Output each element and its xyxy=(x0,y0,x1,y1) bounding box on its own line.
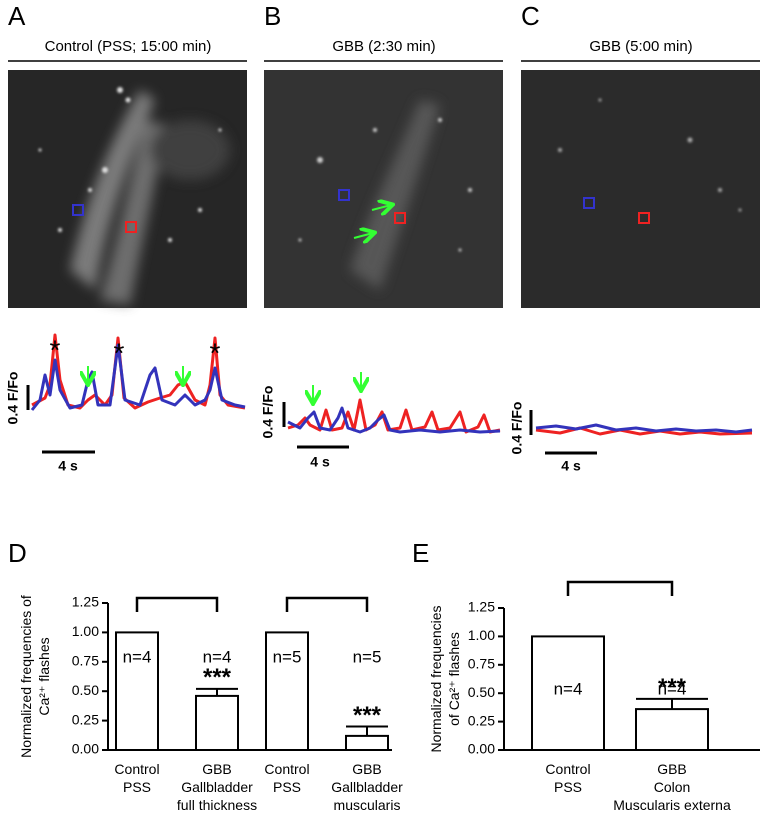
x-tick-label-line: PSS xyxy=(554,779,582,795)
bar xyxy=(635,708,709,752)
y-tick-label: 1.00 xyxy=(72,623,99,639)
y-axis-title: Normalized frequencies of Ca²⁺ flashes xyxy=(18,595,52,758)
x-tick-label-line: full thickness xyxy=(177,797,257,813)
y-tick-label: 0.75 xyxy=(72,653,99,669)
trace-group xyxy=(282,372,501,449)
x-tick-label: GBB Gallbladder full thickness xyxy=(177,761,257,813)
x-tick-label-line: Control xyxy=(264,761,309,777)
x-tick-label-line: Colon xyxy=(654,779,691,795)
y-tick-label: 1.25 xyxy=(468,599,495,615)
y-scale-label: 0.4 F/Fo xyxy=(509,402,525,455)
y-tick-label: 0.00 xyxy=(72,741,99,757)
n-label: n=4 xyxy=(203,647,232,666)
panel-title: Control (PSS; 15:00 min) xyxy=(45,38,212,55)
n-label: n=4 xyxy=(554,679,583,698)
x-tick-label-line: GBB xyxy=(657,761,687,777)
x-tick-label: Control PSS xyxy=(114,761,159,795)
significance-label: *** xyxy=(353,702,382,729)
comparison-bracket xyxy=(566,580,674,596)
bar xyxy=(531,635,605,752)
y-tick-label: 0.25 xyxy=(468,712,495,728)
y-tick-label: 0.50 xyxy=(72,682,99,698)
peak-marker: * xyxy=(114,337,125,368)
micrograph xyxy=(8,70,247,308)
y-axis-title-line: Ca²⁺ flashes xyxy=(36,637,52,715)
comparison-bracket xyxy=(135,596,219,612)
y-tick-label: 0.75 xyxy=(468,656,495,672)
peak-marker: * xyxy=(210,337,221,368)
y-tick-label: 0.50 xyxy=(468,684,495,700)
micrograph xyxy=(264,70,503,308)
panel-title: GBB (2:30 min) xyxy=(332,38,435,55)
y-tick-label: 0.00 xyxy=(468,741,495,757)
n-label: n=5 xyxy=(273,647,302,666)
y-axis-title: Normalized frequencies of Ca²⁺ flashes xyxy=(428,605,462,752)
panel-letter: A xyxy=(8,1,26,31)
x-tick-label-line: Gallbladder xyxy=(181,779,253,795)
panel-letter: C xyxy=(521,1,540,31)
n-label: n=4 xyxy=(123,647,152,666)
y-scale-label: 0.4 F/Fo xyxy=(260,386,276,439)
panel-title: GBB (5:00 min) xyxy=(589,38,692,55)
y-scale-label: 0.4 F/Fo xyxy=(5,372,21,425)
comparison-bracket xyxy=(285,596,369,612)
trace-group xyxy=(529,410,753,455)
bar xyxy=(345,734,389,751)
micrograph xyxy=(521,70,760,308)
panel-letter: E xyxy=(412,538,429,568)
x-tick-label-line: GBB xyxy=(202,761,232,777)
y-axis-title-line: Normalized frequencies of xyxy=(18,595,34,758)
x-tick-label: Control PSS xyxy=(264,761,309,795)
n-label: n=4 xyxy=(658,679,687,698)
x-tick-label-line: PSS xyxy=(273,779,301,795)
bar xyxy=(115,631,159,752)
x-tick-label-line: GBB xyxy=(352,761,382,777)
n-label: n=5 xyxy=(353,647,382,666)
y-axis-title-line: Normalized frequencies xyxy=(428,605,444,752)
trace-group xyxy=(26,333,246,454)
x-tick-label-line: Muscularis externa xyxy=(613,797,731,813)
bar xyxy=(265,631,309,752)
x-scale-label: 4 s xyxy=(310,454,330,470)
panel-letter: D xyxy=(8,538,27,568)
y-tick-label: 1.25 xyxy=(72,594,99,610)
panel-letter: B xyxy=(264,1,281,31)
x-tick-label-line: muscularis xyxy=(334,797,401,813)
y-tick-label: 0.25 xyxy=(72,711,99,727)
x-tick-label-line: PSS xyxy=(123,779,151,795)
y-axis-title-line: of Ca²⁺ flashes xyxy=(446,632,462,726)
x-tick-label-line: Control xyxy=(114,761,159,777)
bar xyxy=(195,694,239,751)
peak-marker: * xyxy=(50,334,61,365)
y-tick-label: 1.00 xyxy=(468,627,495,643)
x-tick-label: GBB Gallbladder muscularis xyxy=(331,761,403,813)
x-tick-label: GBB Colon Muscularis externa xyxy=(613,761,731,813)
x-scale-label: 4 s xyxy=(58,458,78,474)
x-tick-label-line: Control xyxy=(545,761,590,777)
significance-label: *** xyxy=(203,664,232,691)
x-tick-label: Control PSS xyxy=(545,761,590,795)
significance-label: *** xyxy=(658,674,687,701)
x-scale-label: 4 s xyxy=(561,458,581,474)
x-tick-label-line: Gallbladder xyxy=(331,779,403,795)
